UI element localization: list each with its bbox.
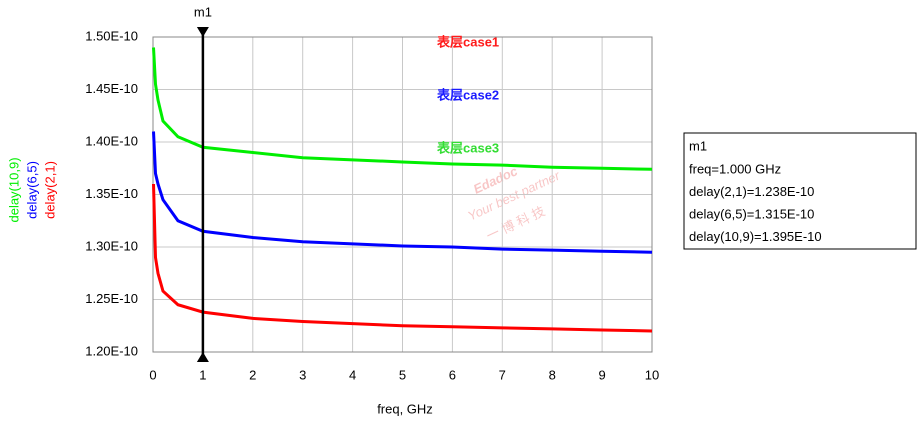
- series-line: [151, 183, 653, 333]
- marker-readout: delay(6,5)=1.315E-10: [689, 206, 814, 221]
- x-tick-label: 3: [299, 367, 306, 382]
- series-line: [152, 47, 653, 171]
- x-tick-label: 8: [549, 367, 556, 382]
- x-axis-label: freq, GHz: [377, 401, 433, 416]
- x-tick-label: 7: [499, 367, 506, 382]
- x-tick-label: 0: [149, 367, 156, 382]
- x-tick-label: 9: [598, 367, 605, 382]
- x-tick-label: 1: [199, 367, 206, 382]
- marker-readout: m1: [689, 138, 707, 153]
- annotation: 表层case3: [436, 140, 499, 155]
- y-tick-label: 1.40E-10: [85, 133, 138, 148]
- annotation: 表层case1: [436, 34, 499, 49]
- x-tick-label: 4: [349, 367, 356, 382]
- marker-triangle: [196, 352, 209, 362]
- marker-readout: freq=1.000 GHz: [689, 161, 781, 176]
- legend-label: delay(6,5): [24, 161, 39, 219]
- marker-readout-box: [683, 132, 917, 250]
- x-tick-label: 2: [249, 367, 256, 382]
- y-tick-label: 1.45E-10: [85, 81, 138, 96]
- x-tick-label: 10: [645, 367, 659, 382]
- marker-readout: delay(2,1)=1.238E-10: [689, 184, 814, 199]
- x-tick-label: 5: [399, 367, 406, 382]
- series-line: [152, 131, 653, 254]
- marker-triangle: [196, 27, 209, 37]
- y-tick-label: 1.50E-10: [85, 28, 138, 43]
- y-tick-label: 1.30E-10: [85, 238, 138, 253]
- annotation: 表层case2: [436, 87, 499, 102]
- watermark: Edadoc Your best partner 一 博 科 技: [465, 163, 562, 244]
- marker-readout: delay(10,9)=1.395E-10: [689, 229, 822, 244]
- y-tick-label: 1.35E-10: [85, 186, 138, 201]
- legend-label: delay(10,9): [6, 157, 21, 222]
- y-tick-label: 1.20E-10: [85, 343, 138, 358]
- y-tick-label: 1.25E-10: [85, 291, 138, 306]
- legend-label: delay(2,1): [42, 161, 57, 219]
- marker-name: m1: [194, 4, 212, 19]
- x-tick-label: 6: [449, 367, 456, 382]
